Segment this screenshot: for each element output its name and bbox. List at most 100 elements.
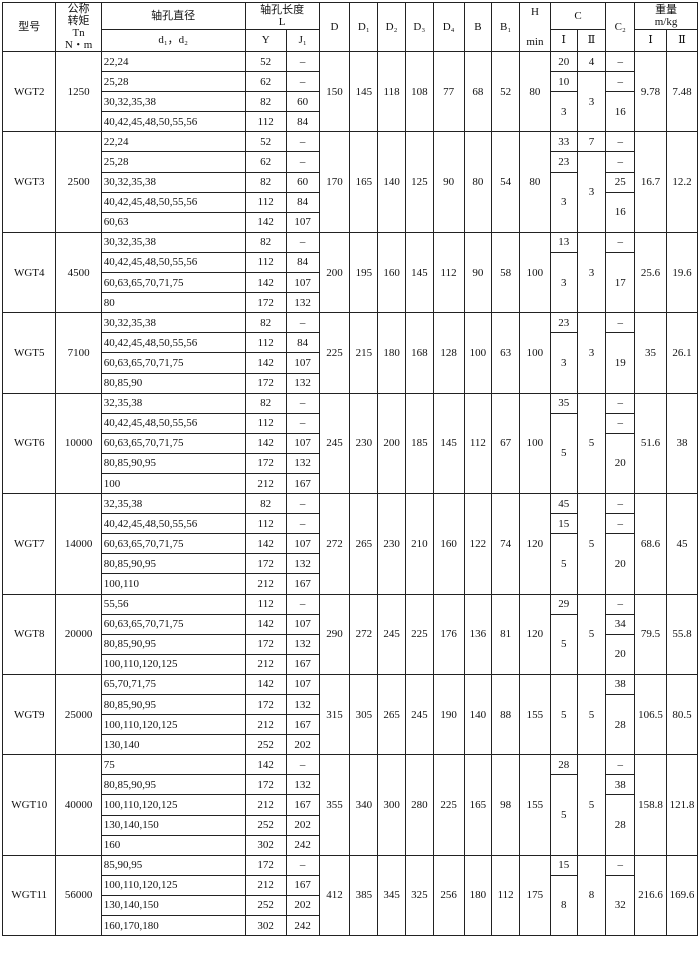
- length-j1-cell: –: [285, 854, 320, 876]
- dimension-cell: 168: [404, 312, 434, 394]
- table-row: 100,110,120,125 212 167: [3, 714, 698, 736]
- length-j1-cell: 167: [285, 874, 320, 896]
- dimension-cell: 230: [349, 392, 379, 495]
- dimension-cell: 272: [349, 593, 379, 675]
- length-y-cell: 142: [244, 613, 287, 635]
- dimension-cell: 80: [463, 131, 493, 233]
- length-y-cell: 212: [244, 874, 287, 896]
- length-j1-cell: 242: [285, 834, 320, 856]
- length-j1-cell: –: [285, 131, 320, 153]
- header-cell: D₃: [404, 2, 434, 52]
- header-cell: Y: [244, 28, 287, 53]
- length-y-cell: 172: [244, 633, 287, 655]
- c-cell: 5: [549, 613, 578, 675]
- header-cell: 轴孔长度 L: [244, 2, 320, 30]
- header-cell: B₁: [491, 2, 521, 52]
- bore-diameter-cell: 100: [100, 472, 246, 495]
- dimension-cell: 98: [491, 754, 521, 856]
- c-cell: 34: [605, 613, 636, 635]
- length-j1-cell: 107: [285, 613, 320, 635]
- dimension-cell: 120: [519, 493, 551, 595]
- c-cell: 3: [576, 151, 607, 233]
- length-j1-cell: 84: [285, 111, 320, 133]
- table-row: WGT7 14000 32,35,38 82–272 265 230 210 160 122 74…: [1, 493, 699, 595]
- weight-cell: 80.5: [665, 673, 699, 756]
- length-y-cell: 112: [244, 593, 287, 615]
- table-row: 60,63,65,70,71,75 142 107: [3, 352, 698, 374]
- c-cell: 29: [549, 593, 578, 615]
- c-cell: 3: [549, 171, 578, 233]
- model-cell: WGT3: [1, 131, 57, 233]
- bore-diameter-cell: 22,24: [100, 131, 246, 153]
- dimension-cell: 290: [318, 593, 351, 675]
- bore-diameter-cell: 40,42,45,48,50,55,56: [100, 251, 246, 274]
- length-y-cell: 172: [244, 292, 287, 314]
- header-text: 轴孔长度: [260, 3, 305, 16]
- c-cell: 35: [549, 392, 578, 414]
- dimension-cell: 112: [432, 231, 465, 314]
- dimension-cell: 140: [463, 673, 493, 756]
- bore-diameter-cell: 100,110,120,125: [100, 794, 246, 816]
- weight-cell: 7.48: [665, 50, 699, 133]
- header-text: H: [530, 6, 539, 18]
- length-j1-cell: –: [285, 151, 320, 173]
- header-cell: C: [549, 2, 607, 30]
- bore-diameter-cell: 160,170,180: [100, 915, 246, 937]
- header-cell: 公称 转矩 Tn N・m: [55, 2, 102, 52]
- c-cell: –: [605, 131, 636, 153]
- torque-cell: 4500: [55, 231, 102, 314]
- c-cell: 5: [576, 392, 607, 495]
- dimension-cell: 80: [519, 131, 551, 233]
- length-j1-cell: 167: [285, 794, 320, 816]
- length-j1-cell: –: [285, 493, 320, 515]
- length-j1-cell: 107: [285, 352, 320, 374]
- length-j1-cell: –: [285, 231, 320, 253]
- length-y-cell: 82: [244, 171, 287, 193]
- c-cell: 8: [549, 874, 578, 937]
- header-cell: B: [463, 2, 493, 52]
- weight-cell: 12.2: [665, 131, 699, 233]
- length-y-cell: 82: [244, 392, 287, 414]
- c-cell: 5: [549, 533, 578, 595]
- model-cell: WGT4: [1, 231, 57, 314]
- torque-cell: 7100: [55, 312, 102, 394]
- c-cell: 3: [576, 231, 607, 314]
- header-text: 重量: [655, 3, 678, 16]
- torque-cell: 20000: [55, 593, 102, 675]
- bore-diameter-cell: 40,42,45,48,50,55,56: [100, 191, 246, 213]
- c-cell: 23: [549, 312, 578, 334]
- weight-cell: 26.1: [665, 312, 699, 394]
- c-cell: 3: [576, 71, 607, 133]
- coupling-table: 型号 公称 转矩 Tn N・m 轴孔直径 轴孔长度 L D D₁ D₂ D₃ D…: [1, 2, 699, 937]
- dimension-cell: 305: [349, 673, 379, 756]
- length-y-cell: 82: [244, 493, 287, 515]
- torque-cell: 14000: [55, 493, 102, 595]
- dimension-cell: 175: [519, 854, 551, 937]
- dimension-cell: 128: [432, 312, 465, 394]
- dimension-cell: 150: [318, 50, 351, 133]
- length-j1-cell: –: [285, 593, 320, 615]
- c-cell: 20: [605, 533, 636, 595]
- length-j1-cell: 60: [285, 171, 320, 193]
- length-y-cell: 142: [244, 533, 287, 555]
- c-cell: 15: [549, 854, 578, 876]
- model-cell: WGT11: [1, 854, 57, 937]
- dimension-cell: 155: [519, 673, 551, 756]
- bore-diameter-cell: 60,63,65,70,71,75: [100, 533, 246, 555]
- length-y-cell: 172: [244, 372, 287, 394]
- c-cell: 32: [605, 874, 636, 937]
- torque-cell: 2500: [55, 131, 102, 233]
- bore-diameter-cell: 100,110,120,125: [100, 874, 246, 896]
- dimension-cell: 245: [404, 673, 434, 756]
- dimension-cell: 63: [491, 312, 521, 394]
- length-y-cell: 212: [244, 472, 287, 495]
- table-row: 80,85,90,95 172 132 20: [3, 633, 698, 675]
- length-j1-cell: 84: [285, 332, 320, 354]
- weight-cell: 38: [665, 392, 699, 495]
- c-cell: 19: [605, 332, 636, 394]
- bore-diameter-cell: 30,32,35,38: [100, 171, 246, 193]
- header-text: m/kg: [654, 15, 678, 28]
- c-cell: 20: [605, 633, 636, 675]
- bore-diameter-cell: 25,28: [100, 71, 246, 93]
- length-j1-cell: –: [285, 312, 320, 334]
